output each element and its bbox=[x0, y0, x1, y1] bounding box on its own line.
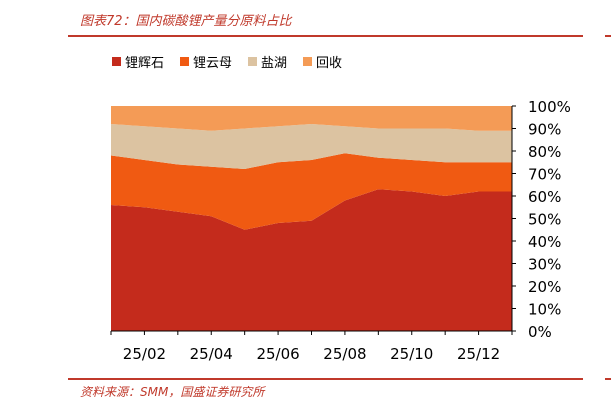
area-series-0 bbox=[111, 189, 512, 331]
x-tick-label: 25/12 bbox=[457, 345, 500, 363]
y-tick-label: 50% bbox=[528, 211, 561, 229]
y-tick-label: 20% bbox=[528, 278, 561, 296]
legend-swatch bbox=[248, 57, 258, 66]
source-rule bbox=[68, 378, 583, 380]
area-series-1 bbox=[111, 153, 512, 230]
chart-title: 图表72：国内碳酸锂产量分原料占比 bbox=[80, 14, 292, 29]
y-tick-label: 40% bbox=[528, 233, 561, 251]
x-tick-label: 25/06 bbox=[256, 345, 299, 363]
x-tick-label: 25/08 bbox=[323, 345, 366, 363]
legend-label: 锂云母 bbox=[193, 56, 233, 71]
y-tick-label: 90% bbox=[528, 121, 561, 139]
y-tick-label: 0% bbox=[528, 323, 552, 341]
y-tick-label: 60% bbox=[528, 188, 561, 206]
source-note: 资料来源：SMM，国盛证券研究所 bbox=[80, 385, 265, 399]
x-tick-label: 25/10 bbox=[390, 345, 433, 363]
legend-swatch bbox=[112, 57, 121, 66]
legend: 锂辉石 锂云母 盐湖 回收 bbox=[112, 52, 342, 71]
legend-label: 盐湖 bbox=[261, 56, 288, 71]
legend-item: 回收 bbox=[303, 52, 342, 71]
y-tick-label: 30% bbox=[528, 256, 561, 274]
y-tick-label: 10% bbox=[528, 301, 561, 319]
legend-swatch bbox=[180, 57, 190, 66]
legend-item: 锂辉石 bbox=[112, 52, 164, 71]
y-tick-label: 80% bbox=[528, 143, 561, 161]
legend-label: 锂辉石 bbox=[125, 56, 165, 71]
x-tick-label: 25/02 bbox=[123, 345, 166, 363]
area-series-2 bbox=[111, 124, 512, 169]
y-tick-label: 100% bbox=[528, 98, 571, 116]
title-rule bbox=[68, 35, 583, 37]
area-series-3 bbox=[111, 106, 512, 131]
legend-label: 回收 bbox=[316, 56, 343, 71]
legend-item: 锂云母 bbox=[180, 52, 232, 71]
legend-item: 盐湖 bbox=[248, 52, 287, 71]
y-tick-label: 70% bbox=[528, 166, 561, 184]
legend-swatch bbox=[303, 57, 313, 66]
title-rule-right bbox=[605, 35, 611, 37]
source-rule-right bbox=[605, 378, 611, 380]
x-tick-label: 25/04 bbox=[190, 345, 233, 363]
